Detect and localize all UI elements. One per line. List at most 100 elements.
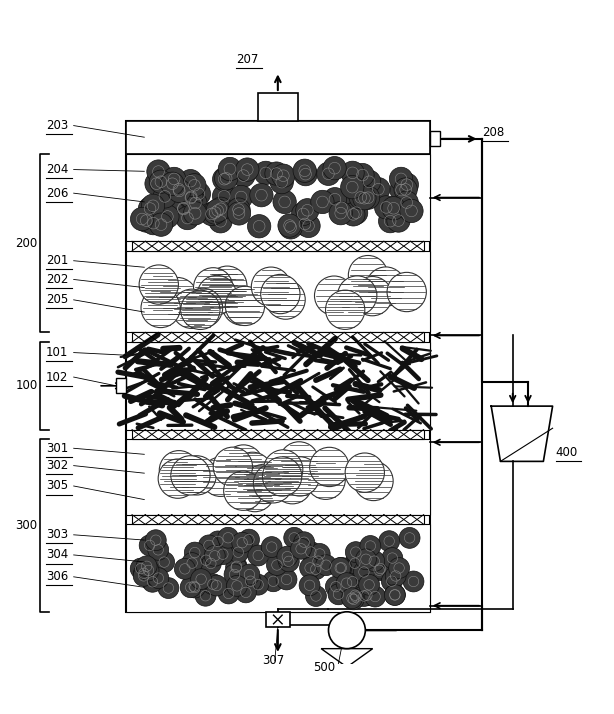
Circle shape [300, 542, 321, 563]
Circle shape [191, 569, 212, 590]
Circle shape [400, 199, 423, 223]
Circle shape [293, 212, 317, 236]
Circle shape [271, 164, 295, 187]
Circle shape [195, 585, 216, 606]
Circle shape [345, 453, 384, 492]
Circle shape [212, 544, 233, 565]
Circle shape [158, 459, 198, 498]
Circle shape [308, 550, 328, 572]
Circle shape [212, 184, 236, 208]
Circle shape [356, 549, 376, 570]
Circle shape [187, 182, 211, 206]
Circle shape [344, 585, 365, 605]
Circle shape [184, 201, 207, 225]
Circle shape [354, 585, 375, 606]
Text: 302: 302 [46, 459, 68, 472]
Circle shape [292, 202, 315, 226]
Circle shape [209, 197, 233, 221]
Circle shape [228, 542, 249, 563]
Circle shape [141, 194, 165, 218]
Circle shape [330, 558, 351, 578]
Circle shape [360, 536, 381, 556]
Circle shape [294, 163, 317, 186]
Circle shape [231, 532, 252, 553]
Circle shape [262, 457, 301, 496]
Circle shape [158, 578, 179, 598]
Circle shape [353, 186, 376, 210]
Circle shape [403, 571, 424, 592]
Circle shape [346, 587, 367, 608]
Circle shape [359, 574, 379, 595]
Circle shape [201, 457, 240, 496]
Circle shape [325, 576, 346, 597]
Circle shape [316, 555, 336, 575]
Circle shape [309, 447, 349, 487]
Text: 202: 202 [46, 273, 68, 286]
Bar [132, 515, 424, 524]
Circle shape [227, 575, 247, 596]
Circle shape [395, 173, 419, 196]
Circle shape [235, 473, 274, 512]
Circle shape [277, 546, 298, 567]
Circle shape [278, 551, 299, 572]
Text: 100: 100 [15, 379, 37, 392]
Circle shape [239, 529, 260, 550]
Circle shape [172, 196, 195, 220]
Circle shape [200, 271, 239, 310]
Circle shape [154, 185, 177, 208]
Circle shape [149, 213, 173, 236]
Circle shape [138, 197, 161, 220]
Circle shape [181, 290, 220, 329]
Circle shape [270, 171, 293, 193]
Circle shape [384, 584, 405, 605]
Circle shape [213, 447, 252, 486]
Circle shape [263, 450, 303, 489]
Circle shape [208, 271, 247, 310]
Bar [126, 121, 430, 154]
Circle shape [179, 186, 203, 210]
Circle shape [378, 209, 402, 233]
Circle shape [180, 185, 203, 208]
Circle shape [343, 589, 364, 610]
Circle shape [146, 530, 166, 550]
Circle shape [159, 451, 198, 490]
Circle shape [389, 167, 413, 191]
Circle shape [329, 201, 352, 225]
Circle shape [367, 178, 390, 201]
Text: 303: 303 [46, 528, 68, 541]
Text: 204: 204 [46, 163, 68, 176]
Circle shape [218, 528, 239, 548]
Circle shape [293, 532, 314, 553]
Text: 102: 102 [46, 371, 68, 383]
Circle shape [222, 286, 262, 325]
Circle shape [297, 214, 320, 238]
Circle shape [330, 196, 353, 219]
Circle shape [235, 582, 256, 603]
Circle shape [368, 560, 389, 580]
Bar [258, 93, 298, 121]
Circle shape [247, 574, 268, 595]
Circle shape [338, 276, 377, 315]
Text: 207: 207 [236, 53, 258, 66]
Circle shape [138, 560, 159, 580]
Circle shape [357, 170, 381, 193]
Circle shape [223, 471, 263, 511]
Circle shape [323, 156, 346, 180]
Bar [126, 251, 430, 333]
Bar [116, 378, 126, 393]
Circle shape [168, 179, 191, 203]
Circle shape [305, 559, 326, 580]
Circle shape [182, 553, 203, 573]
Circle shape [214, 166, 238, 190]
Circle shape [209, 210, 232, 233]
Circle shape [379, 531, 400, 552]
Circle shape [231, 164, 255, 187]
Circle shape [212, 168, 236, 191]
Circle shape [382, 196, 405, 220]
Circle shape [197, 276, 236, 315]
Circle shape [279, 216, 302, 239]
Circle shape [336, 573, 357, 593]
Circle shape [198, 535, 219, 555]
Circle shape [299, 575, 320, 595]
Circle shape [273, 190, 297, 213]
